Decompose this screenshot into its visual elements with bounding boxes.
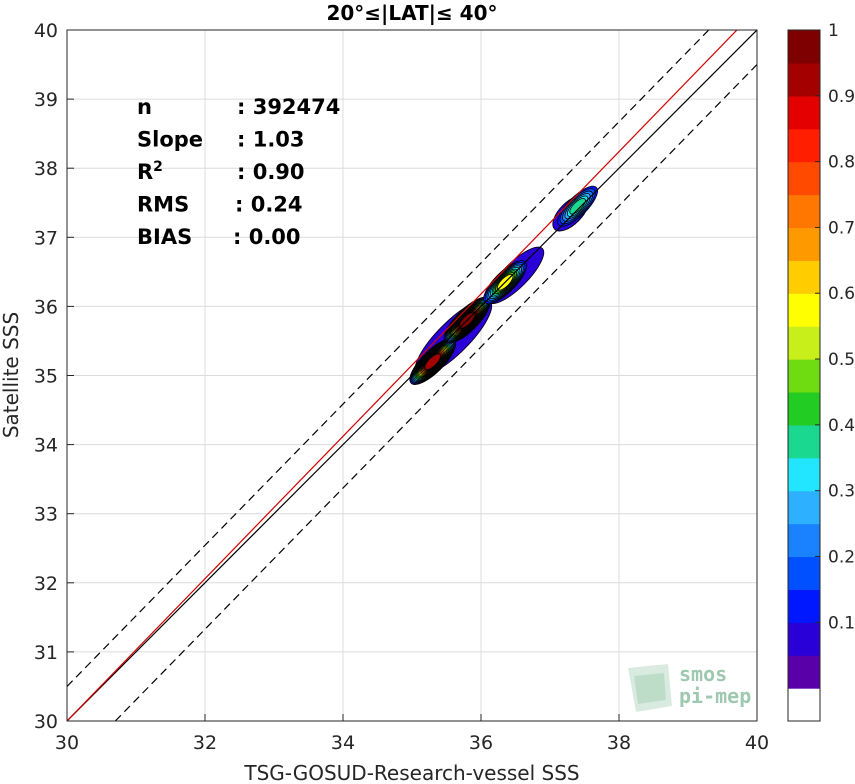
density-band — [569, 197, 586, 215]
colorbar-segment — [788, 391, 820, 426]
line-one-to-one — [67, 30, 757, 721]
x-tick-label: 30 — [55, 732, 79, 754]
colorbar-tick-label: 0.3 — [828, 482, 855, 502]
colorbar-tick-label: 0.2 — [828, 547, 855, 567]
colorbar-segment — [788, 424, 820, 459]
colorbar-segment — [788, 523, 820, 558]
colorbar-segment — [788, 260, 820, 294]
x-tick-label: 32 — [193, 732, 217, 754]
colorbar-segment — [788, 293, 820, 327]
y-tick-label: 37 — [34, 227, 58, 249]
colorbar-tick-label: 0.9 — [828, 87, 855, 107]
stat-value: : 0.00 — [233, 225, 301, 249]
logo-text-pimep: pi-mep — [679, 684, 751, 708]
stat-superscript: 2 — [153, 159, 163, 175]
colorbar-segment — [788, 194, 820, 229]
stat-label: n — [137, 95, 152, 119]
line-regression — [67, 30, 738, 721]
x-tick-label: 36 — [469, 732, 493, 754]
y-tick-label: 39 — [34, 89, 58, 111]
y-tick-label: 38 — [34, 158, 58, 180]
y-tick-label: 36 — [34, 296, 58, 318]
y-tick-label: 35 — [34, 366, 58, 388]
x-tick-label: 38 — [607, 732, 631, 754]
colorbar-segment — [788, 30, 820, 64]
colorbar-segment — [788, 655, 820, 689]
line-upper-bound — [67, 30, 710, 687]
stat-value: : 1.03 — [237, 128, 305, 152]
stat-value: : 0.24 — [235, 193, 303, 217]
grid — [66, 29, 758, 722]
smos-pimep-logo: smos pi-mep — [628, 662, 751, 712]
x-tick-label: 34 — [331, 732, 355, 754]
colorbar-segment — [788, 589, 820, 623]
stat-label: BIAS — [137, 225, 192, 249]
colorbar-segment — [788, 95, 820, 130]
colorbar-segment — [788, 490, 820, 525]
colorbar-segment — [788, 688, 820, 721]
colorbar-tick-label: 0.6 — [828, 284, 855, 304]
x-axis-ticks: 30 32 34 36 38 40 — [55, 714, 769, 754]
colorbar-tick-label: 0.4 — [828, 416, 855, 436]
stat-value: : 0.90 — [237, 160, 305, 184]
colorbar-segment — [788, 556, 820, 590]
y-tick-label: 40 — [34, 20, 58, 42]
colorbar-tick-label: 0.7 — [828, 218, 855, 238]
colorbar-frame — [787, 29, 821, 722]
y-tick-label: 32 — [34, 573, 58, 595]
logo-text-smos: smos — [679, 662, 727, 686]
colorbar-segment — [788, 128, 820, 163]
y-axis-label: Satellite SSS — [0, 312, 23, 438]
colorbar-segment — [788, 326, 820, 360]
colorbar-segment — [788, 622, 820, 656]
colorbar-tick-label: 0.5 — [828, 350, 855, 370]
chart-title: 20°≤|LAT|≤ 40° — [326, 1, 497, 25]
stat-value: : 392474 — [237, 95, 340, 119]
stat-label: Slope — [137, 128, 203, 152]
colorbar-segment — [788, 161, 820, 196]
line-lower-bound — [114, 64, 757, 721]
reference-lines — [67, 30, 757, 721]
y-tick-label: 31 — [34, 642, 58, 664]
colorbar: 0.1 0.2 0.3 0.4 0.5 0.6 0.7 0.8 0.9 1 — [787, 21, 855, 722]
colorbar-segment — [788, 62, 820, 97]
colorbar-segment — [788, 359, 820, 393]
stat-label: RMS — [137, 193, 189, 217]
x-axis-label: TSG-GOSUD-Research-vessel SSS — [243, 761, 579, 784]
colorbar-segment — [788, 457, 820, 492]
colorbar-tick-label: 0.8 — [828, 153, 855, 173]
x-tick-label: 40 — [745, 732, 769, 754]
y-tick-label: 30 — [34, 711, 58, 733]
y-tick-label: 34 — [34, 435, 58, 457]
colorbar-tick-label: 1 — [828, 21, 839, 41]
y-axis-ticks: 30 31 32 33 34 35 36 37 38 39 40 — [34, 20, 74, 733]
colorbar-tick-label: 0.1 — [828, 613, 855, 633]
density-band — [424, 353, 441, 370]
y-tick-label: 33 — [34, 504, 58, 526]
colorbar-segment — [788, 227, 820, 261]
